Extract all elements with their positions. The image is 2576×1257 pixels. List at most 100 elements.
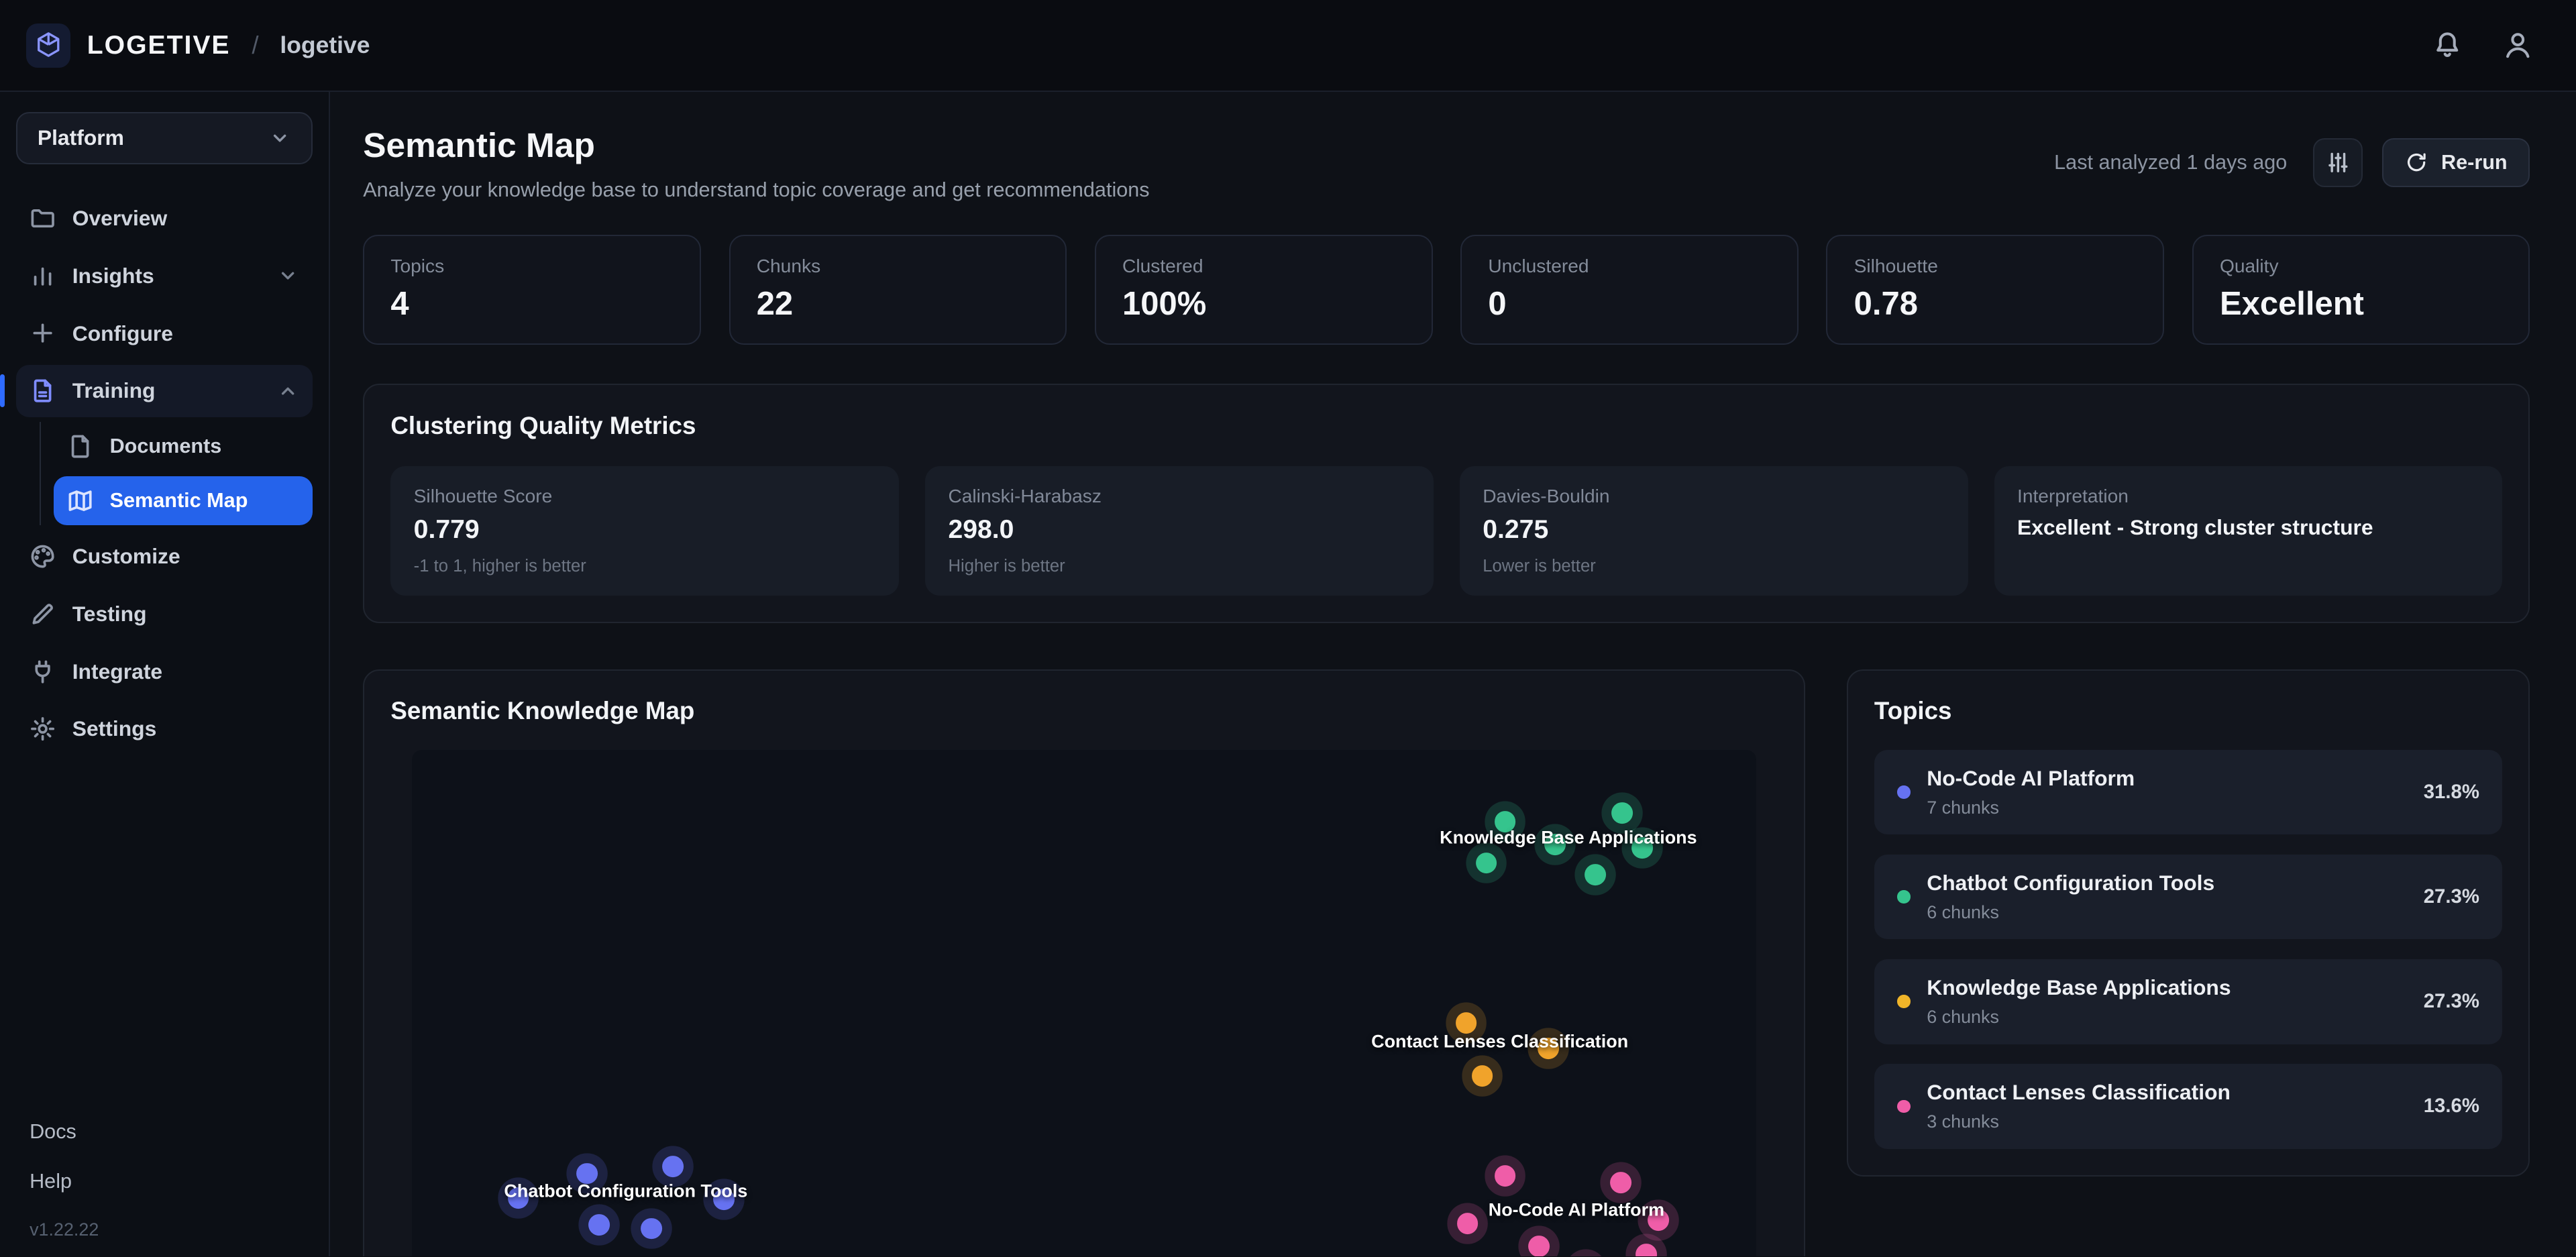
map-point[interactable] [1610, 1172, 1631, 1193]
topbar-actions [2432, 30, 2534, 61]
map-point[interactable] [588, 1214, 610, 1236]
map-point[interactable] [1471, 1065, 1493, 1087]
sidebar-item-insights[interactable]: Insights [16, 250, 312, 302]
stat-value: 100% [1122, 286, 1207, 323]
stat-value: Excellent [2219, 286, 2364, 323]
metric-box-silhouette-score: Silhouette Score 0.779 -1 to 1, higher i… [390, 466, 899, 596]
topic-percentage: 13.6% [2423, 1095, 2480, 1117]
folder-icon [30, 205, 56, 231]
rerun-button-label: Re-run [2441, 150, 2508, 174]
metric-box-interpretation: Interpretation Excellent - Strong cluste… [1994, 466, 2503, 596]
logo-icon [26, 23, 71, 68]
sidebar-item-label: Testing [72, 602, 147, 626]
stat-value: 22 [756, 286, 794, 323]
filter-settings-button[interactable] [2313, 138, 2363, 188]
sidebar-item-documents[interactable]: Documents [54, 422, 312, 471]
breadcrumb-separator: / [252, 31, 259, 59]
main-content: Semantic Map Analyze your knowledge base… [330, 92, 2576, 1257]
page-subtitle: Analyze your knowledge base to understan… [363, 178, 1150, 201]
topic-item[interactable]: Chatbot Configuration Tools 6 chunks 27.… [1874, 854, 2503, 940]
map-point[interactable] [1494, 1165, 1516, 1187]
sidebar-item-label: Customize [72, 544, 180, 569]
sliders-icon [2326, 150, 2351, 175]
sidebar-item-training[interactable]: Training [0, 364, 313, 417]
semantic-map-panel: Semantic Knowledge Map Knowledge Base Ap… [363, 669, 1806, 1257]
bar-chart-icon [30, 263, 56, 289]
map-point[interactable] [507, 1187, 529, 1209]
map-point[interactable] [1648, 1209, 1670, 1231]
map-point[interactable] [1544, 833, 1566, 855]
metrics-panel-title: Clustering Quality Metrics [390, 411, 696, 439]
stat-label: Clustered [1122, 256, 1203, 277]
chevron-down-icon [268, 127, 291, 150]
brand-name: LOGETIVE [87, 30, 231, 60]
help-link[interactable]: Help [30, 1169, 72, 1193]
stat-card-silhouette: Silhouette 0.78 [1826, 234, 2165, 345]
topic-item[interactable]: No-Code AI Platform 7 chunks 31.8% [1874, 749, 2503, 835]
map-point[interactable] [1635, 1244, 1658, 1257]
topic-color-dot [1897, 1099, 1911, 1113]
sidebar-item-configure[interactable]: Configure [16, 307, 312, 360]
sidebar-subtree: Documents Semantic Map [39, 422, 313, 526]
user-icon[interactable] [2502, 30, 2534, 61]
map-point[interactable] [576, 1162, 598, 1185]
sidebar-item-label: Documents [109, 435, 222, 458]
map-point[interactable] [1537, 1037, 1559, 1059]
docs-link[interactable]: Docs [30, 1119, 76, 1143]
topics-panel-title: Topics [1874, 696, 1952, 724]
stat-card-unclustered: Unclustered 0 [1460, 234, 1799, 345]
chevron-down-icon [276, 264, 299, 287]
map-point[interactable] [662, 1156, 684, 1178]
metric-value: 0.275 [1483, 515, 1549, 545]
map-point[interactable] [1631, 836, 1654, 859]
topic-chunk-count: 3 chunks [1927, 1111, 1999, 1132]
refresh-icon [2405, 151, 2428, 174]
brand[interactable]: LOGETIVE / logetive [26, 23, 370, 68]
map-point[interactable] [1475, 852, 1497, 874]
topic-item[interactable]: Contact Lenses Classification 3 chunks 1… [1874, 1063, 2503, 1149]
gear-icon [30, 716, 56, 742]
sidebar-item-settings[interactable]: Settings [16, 703, 312, 755]
file-text-icon [30, 378, 56, 404]
sidebar-footer: Docs Help v1.22.22 [0, 1097, 329, 1256]
stat-value: 4 [390, 286, 409, 323]
workspace-selector[interactable]: Platform [16, 111, 313, 164]
topic-color-dot [1897, 995, 1911, 1008]
sidebar-item-label: Insights [72, 263, 154, 288]
stat-value: 0 [1488, 286, 1507, 323]
topic-percentage: 27.3% [2423, 990, 2480, 1013]
stat-label: Chunks [756, 256, 821, 277]
palette-icon [30, 543, 56, 569]
topic-chunk-count: 6 chunks [1927, 901, 1999, 922]
topic-name: Contact Lenses Classification [1927, 1080, 2231, 1105]
map-point[interactable] [1527, 1235, 1550, 1257]
sidebar-item-semantic-map[interactable]: Semantic Map [54, 476, 313, 526]
sidebar-nav: Overview Insights Configure Training Documen… [0, 187, 329, 760]
map-point[interactable] [713, 1189, 735, 1211]
map-point[interactable] [1611, 802, 1633, 824]
bell-icon[interactable] [2432, 30, 2463, 61]
metrics-row: Silhouette Score 0.779 -1 to 1, higher i… [390, 466, 2503, 596]
sidebar-item-testing[interactable]: Testing [16, 588, 312, 640]
topic-name: Chatbot Configuration Tools [1927, 871, 2215, 895]
rerun-button[interactable]: Re-run [2382, 138, 2530, 188]
map-point[interactable] [1455, 1012, 1477, 1034]
map-point[interactable] [1494, 810, 1516, 832]
stat-label: Silhouette [1854, 256, 1938, 277]
metric-label: Silhouette Score [413, 486, 553, 507]
sidebar-item-integrate[interactable]: Integrate [16, 645, 312, 698]
semantic-map-plot[interactable]: Knowledge Base Applications Contact Lense… [412, 749, 1757, 1257]
topbar: LOGETIVE / logetive [0, 0, 2576, 93]
map-point[interactable] [641, 1217, 662, 1240]
topic-item[interactable]: Knowledge Base Applications 6 chunks 27.… [1874, 959, 2503, 1044]
sidebar-item-customize[interactable]: Customize [16, 531, 312, 583]
cluster-label: Knowledge Base Applications [1440, 827, 1697, 848]
metric-label: Interpretation [2017, 486, 2129, 507]
map-point[interactable] [1585, 864, 1606, 886]
topics-list: No-Code AI Platform 7 chunks 31.8% Chatb… [1874, 749, 2503, 1149]
sidebar-item-overview[interactable]: Overview [16, 193, 312, 245]
metric-value: Excellent - Strong cluster structure [2017, 515, 2373, 540]
map-point[interactable] [1456, 1213, 1479, 1234]
breadcrumb-project: logetive [280, 32, 370, 59]
sidebar-item-label: Overview [72, 206, 168, 231]
